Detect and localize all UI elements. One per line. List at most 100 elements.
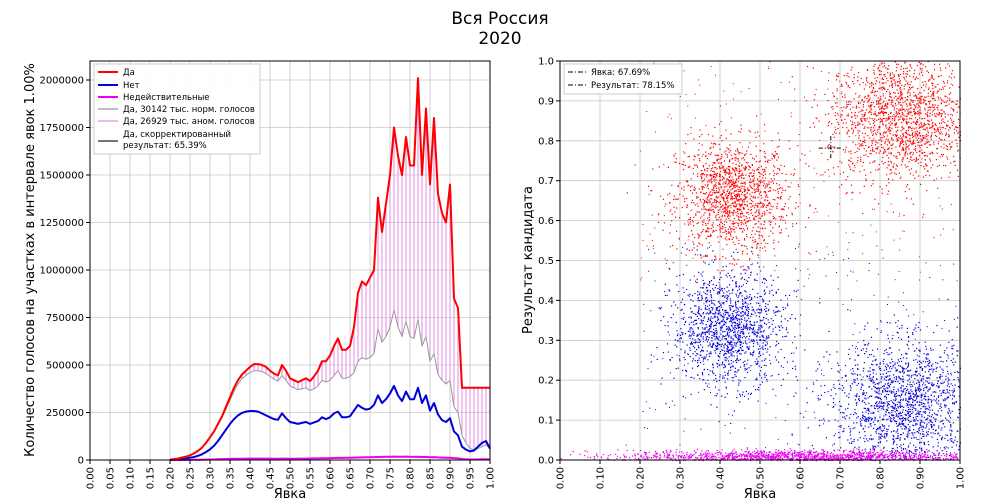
scatter-point: [688, 155, 690, 157]
scatter-point: [893, 436, 895, 438]
scatter-point: [675, 158, 677, 160]
scatter-point: [708, 194, 710, 196]
scatter-point: [766, 378, 768, 381]
scatter-point: [744, 269, 746, 271]
scatter-point: [736, 208, 739, 210]
scatter-point: [857, 124, 859, 126]
scatter-point: [687, 294, 689, 296]
scatter-point: [729, 186, 731, 188]
scatter-point: [744, 367, 746, 369]
scatter-point: [741, 345, 744, 348]
scatter-point: [843, 412, 845, 414]
scatter-point: [932, 385, 934, 387]
scatter-point: [735, 227, 737, 229]
scatter-point: [738, 175, 740, 178]
scatter-point: [679, 360, 681, 362]
scatter-point: [910, 397, 912, 399]
scatter-point: [700, 217, 702, 219]
scatter-point: [701, 221, 703, 223]
scatter-point: [847, 101, 850, 103]
scatter-point: [671, 220, 673, 222]
scatter-point: [939, 377, 941, 380]
scatter-point: [767, 196, 769, 198]
scatter-point: [760, 366, 762, 368]
scatter-point: [736, 397, 738, 399]
scatter-point: [715, 201, 717, 203]
scatter-point: [695, 341, 697, 343]
scatter-point: [882, 86, 884, 88]
scatter-point: [848, 164, 850, 166]
scatter-point: [844, 151, 846, 153]
scatter-point: [709, 319, 711, 321]
scatter-point: [914, 69, 916, 71]
scatter-point: [929, 115, 931, 117]
scatter-point: [750, 353, 752, 355]
scatter-point: [677, 198, 679, 200]
scatter-point: [725, 137, 727, 139]
scatter-point: [736, 333, 739, 335]
scatter-point: [932, 124, 934, 126]
left-x-tick-label: 0.70: [366, 467, 377, 489]
scatter-point: [935, 370, 937, 373]
scatter-point: [756, 209, 758, 211]
scatter-point: [768, 203, 770, 205]
scatter-point: [897, 63, 899, 65]
scatter-point: [719, 351, 722, 353]
scatter-point: [730, 184, 732, 186]
scatter-point: [734, 374, 736, 376]
scatter-point: [727, 347, 729, 349]
scatter-point: [730, 316, 732, 318]
scatter-point: [718, 166, 720, 168]
scatter-point: [928, 100, 930, 103]
scatter-point: [677, 307, 679, 309]
scatter-point: [716, 331, 718, 333]
scatter-point: [750, 297, 753, 299]
scatter-point: [734, 173, 737, 175]
scatter-point: [732, 305, 734, 307]
scatter-point: [755, 136, 757, 138]
scatter-point: [920, 126, 922, 128]
scatter-point: [932, 82, 934, 84]
scatter-point: [877, 100, 880, 102]
scatter-point: [768, 212, 770, 214]
scatter-point: [906, 410, 908, 412]
scatter-point: [910, 100, 912, 102]
scatter-point: [736, 263, 738, 265]
scatter-point: [761, 227, 763, 229]
scatter-point: [753, 310, 755, 312]
scatter-point: [727, 332, 729, 334]
scatter-point: [749, 198, 751, 200]
scatter-point: [757, 183, 759, 185]
scatter-point: [892, 143, 894, 145]
scatter-point: [731, 341, 733, 343]
scatter-point: [921, 123, 923, 125]
scatter-point: [886, 102, 889, 104]
scatter-point: [702, 165, 704, 167]
scatter-point: [842, 126, 844, 129]
scatter-point: [891, 380, 893, 382]
scatter-point: [743, 215, 745, 217]
scatter-point: [899, 445, 901, 448]
scatter-point: [824, 93, 826, 95]
scatter-point: [729, 363, 731, 365]
scatter-point: [766, 335, 768, 337]
scatter-point: [911, 130, 913, 132]
scatter-point: [757, 308, 759, 310]
scatter-point: [707, 202, 709, 204]
scatter-point: [930, 96, 932, 98]
scatter-point: [862, 212, 864, 215]
scatter-point: [743, 181, 745, 184]
scatter-point: [705, 331, 707, 333]
scatter-point: [915, 122, 918, 124]
scatter-point: [953, 402, 955, 404]
scatter-point: [944, 95, 946, 97]
scatter-point: [728, 179, 730, 181]
scatter-point: [698, 308, 700, 310]
scatter-point: [935, 368, 937, 370]
scatter-point: [775, 326, 777, 328]
scatter-point: [907, 165, 909, 168]
scatter-point: [846, 75, 848, 77]
scatter-point: [915, 389, 918, 391]
scatter-point: [695, 313, 697, 316]
scatter-point: [851, 116, 853, 118]
